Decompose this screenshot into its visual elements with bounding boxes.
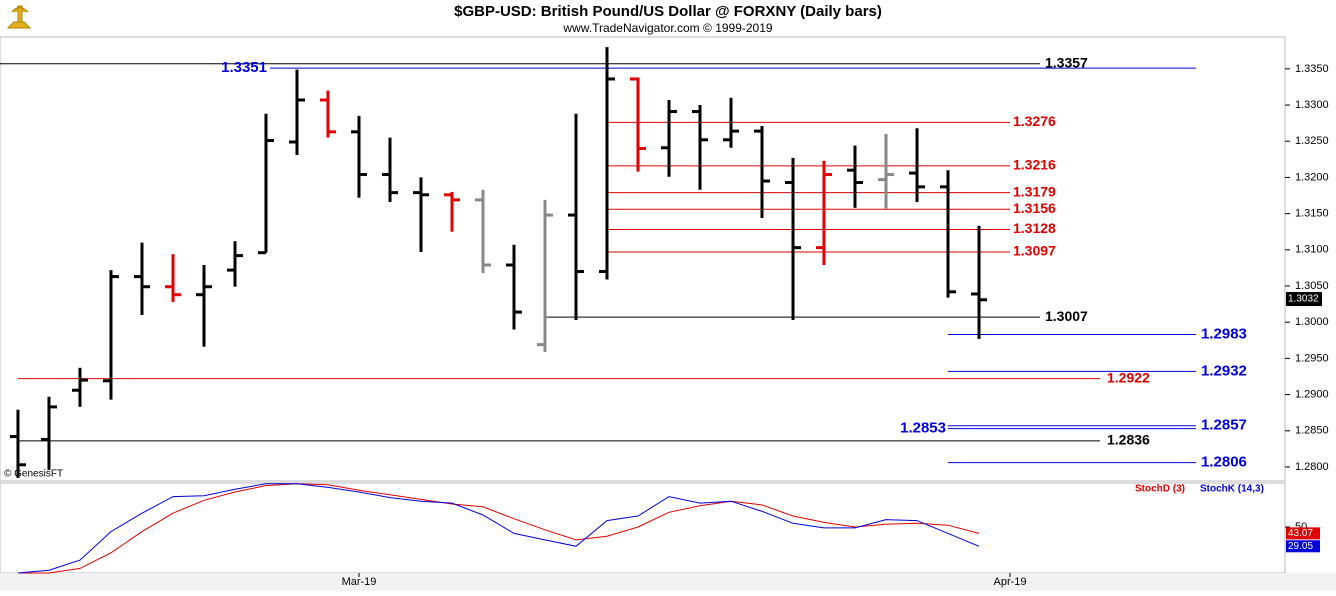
chart-subtitle: www.TradeNavigator.com © 1999-2019 — [562, 21, 772, 35]
level-label: 1.2806 — [1201, 454, 1247, 471]
level-label: 1.3179 — [1013, 183, 1056, 199]
y-tick-label: 1.3100 — [1295, 244, 1329, 256]
y-tick-label: 1.3200 — [1295, 171, 1329, 183]
level-label: 1.2857 — [1201, 417, 1247, 434]
level-label: 1.3357 — [1045, 54, 1088, 70]
value-tag: 43.07 — [1288, 528, 1313, 539]
x-axis-strip — [0, 573, 1336, 591]
y-tick-label: 1.3150 — [1295, 208, 1329, 220]
y-tick-label: 1.3300 — [1295, 99, 1329, 111]
level-label: 1.2853 — [900, 420, 946, 437]
stoch-line — [17, 483, 980, 574]
y-tick-label: 1.3050 — [1295, 280, 1329, 292]
y-tick-label: 1.3350 — [1295, 63, 1329, 75]
level-label: 1.3128 — [1013, 220, 1056, 236]
level-label: 1.3216 — [1013, 157, 1056, 173]
last-price: 1.3032 — [1288, 294, 1319, 305]
legend-label: StochD (3) — [1135, 484, 1185, 495]
watermark: © GenesisFT — [4, 469, 63, 480]
y-tick-label: 1.2900 — [1295, 388, 1329, 400]
level-label: 1.2983 — [1201, 325, 1247, 342]
chart-title: $GBP-USD: British Pound/US Dollar @ FORX… — [454, 3, 882, 20]
last-price-bg — [1286, 292, 1322, 307]
price-panel — [0, 36, 1286, 482]
logo — [6, 5, 32, 29]
y-tick-label: 1.2850 — [1295, 425, 1329, 437]
value-tag: 29.05 — [1288, 541, 1313, 552]
level-label: 1.3007 — [1045, 308, 1088, 324]
y-tick-label: 1.2800 — [1295, 461, 1329, 473]
value-tag-bg — [1286, 527, 1320, 540]
y-tick-label: 1.3000 — [1295, 316, 1329, 328]
level-label: 1.3351 — [221, 59, 267, 76]
legend-label: StochK (14,3) — [1200, 484, 1264, 495]
stoch-line — [18, 483, 980, 574]
x-tick-label: Mar-19 — [342, 576, 377, 588]
value-tag-bg — [1286, 540, 1320, 553]
level-label: 1.2836 — [1107, 432, 1150, 448]
level-label: 1.3276 — [1013, 113, 1056, 129]
level-label: 1.3097 — [1013, 243, 1056, 259]
y-tick-label: 1.2950 — [1295, 352, 1329, 364]
y-tick-label: 1.3250 — [1295, 135, 1329, 147]
level-label: 1.3156 — [1013, 200, 1056, 216]
level-label: 1.2932 — [1201, 362, 1247, 379]
x-tick-label: Apr-19 — [994, 576, 1027, 588]
level-label: 1.2922 — [1107, 369, 1150, 385]
